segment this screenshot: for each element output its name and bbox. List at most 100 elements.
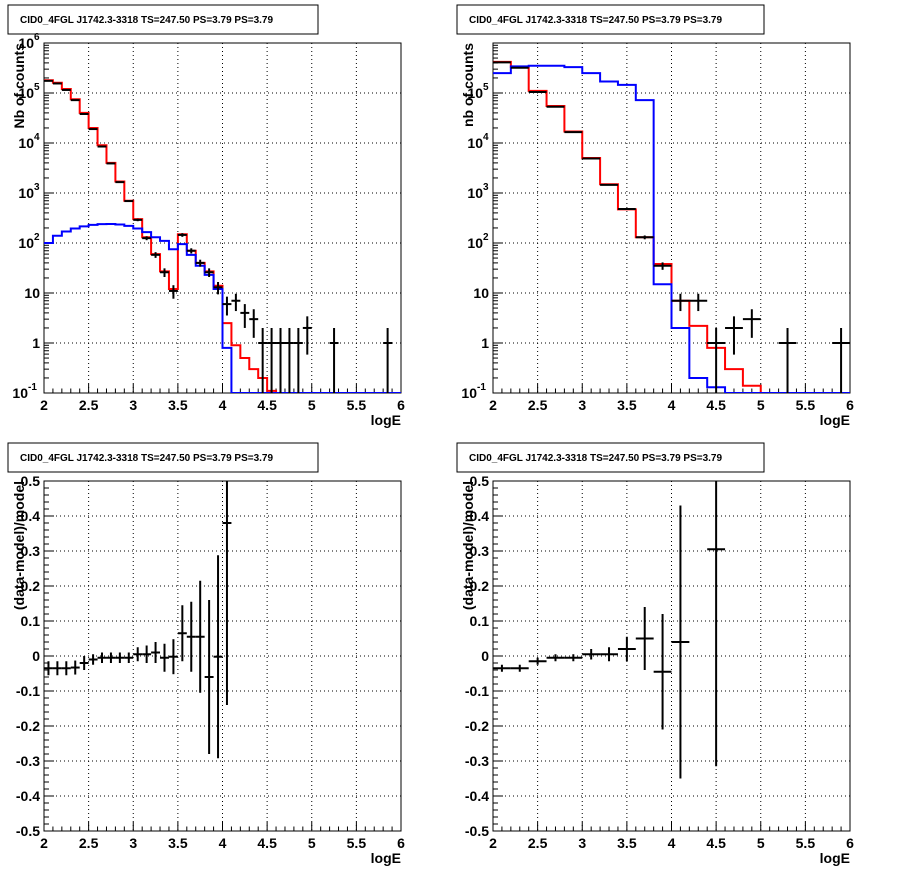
- data-point: [707, 327, 726, 393]
- residual-point: [671, 505, 690, 779]
- y-tick-label: 0.5: [21, 473, 41, 489]
- y-tick-label: -0.2: [465, 718, 489, 734]
- title-box: [7, 442, 319, 473]
- x-ticks: 2 2.5 3 3.5 4 4.5 5 5.5 6: [40, 822, 405, 851]
- residual-point: [168, 639, 178, 675]
- residual-point: [600, 647, 618, 662]
- plot-area: [44, 481, 232, 759]
- plot-area: [44, 79, 401, 393]
- data-point: [231, 293, 241, 312]
- residual-point: [124, 652, 134, 663]
- residual-point: [106, 652, 116, 663]
- data-point: [689, 293, 708, 312]
- y-tick-label: -0.1: [465, 683, 489, 699]
- y-tick-exponent: 3: [483, 182, 489, 193]
- x-tick-label: 5.5: [347, 397, 367, 413]
- residual-point: [617, 636, 636, 662]
- residual-point: [52, 661, 62, 676]
- y-tick-exponent: 3: [34, 182, 40, 193]
- x-tick-label: 3: [129, 397, 137, 413]
- y-tick-label: 0.1: [470, 613, 490, 629]
- y-tick-label: 10: [461, 385, 477, 401]
- x-tick-label: 5.5: [796, 835, 816, 851]
- y-axis-label: Nb of counts: [11, 43, 27, 129]
- y-tick-label: 0.3: [21, 543, 41, 559]
- x-tick-label: 3.5: [168, 397, 188, 413]
- x-tick-label: 2: [489, 835, 497, 851]
- data-point: [284, 327, 294, 393]
- x-ticks: 2 2.5 3 3.5 4 4.5 5 5.5 6: [489, 822, 854, 851]
- series-step-line: [493, 64, 850, 393]
- x-tick-label: 3.5: [168, 835, 188, 851]
- title-box: [7, 4, 319, 35]
- residual-point: [707, 481, 726, 767]
- y-tick-label: 1: [32, 335, 40, 351]
- data-point: [160, 268, 169, 277]
- x-tick-label: 3: [578, 397, 586, 413]
- grid-lines: [493, 481, 850, 831]
- x-tick-label: 2: [40, 835, 48, 851]
- y-tick-label: 0: [32, 648, 40, 664]
- data-point: [742, 309, 761, 338]
- x-tick-label: 4.5: [706, 397, 726, 413]
- data-point: [222, 296, 232, 316]
- x-tick-label: 6: [397, 835, 405, 851]
- residual-point: [61, 661, 71, 676]
- x-tick-label: 4.5: [706, 835, 726, 851]
- y-ticks: -0.5 -0.4 -0.3 -0.2 -0.1 0 0.1 0.2 0.3 0.4 0.5: [465, 473, 503, 839]
- data-point: [635, 235, 654, 240]
- x-axis-label: logE: [820, 412, 850, 428]
- data-point: [240, 304, 250, 328]
- data-point: [249, 309, 259, 338]
- y-tick-label: -0.2: [16, 718, 40, 734]
- y-tick-label: 0.4: [470, 508, 490, 524]
- x-tick-label: 3: [578, 835, 586, 851]
- x-ticks: 2 2.5 3 3.5 4 4.5 5 5.5 6: [40, 384, 405, 413]
- y-tick-label: 10: [467, 235, 483, 251]
- chart-title: CID0_4FGL J1742.3-3318 TS=247.50 PS=3.79…: [20, 453, 273, 464]
- x-tick-label: 2: [40, 397, 48, 413]
- data-point: [293, 327, 303, 393]
- x-axis-label: logE: [371, 850, 401, 866]
- residual-point: [510, 664, 529, 672]
- residual-point: [70, 660, 80, 675]
- x-tick-label: 4.5: [257, 397, 277, 413]
- y-tick-label: -0.1: [16, 683, 40, 699]
- chart-title: CID0_4FGL J1742.3-3318 TS=247.50 PS=3.79…: [469, 453, 722, 464]
- x-axis-label: logE: [371, 412, 401, 428]
- plot-area: [493, 60, 850, 393]
- residual-point: [97, 652, 107, 663]
- data-point: [832, 327, 850, 393]
- x-tick-label: 3.5: [617, 835, 637, 851]
- panel-top-left: CID0_4FGL J1742.3-3318 TS=247.50 PS=3.79…: [7, 4, 405, 428]
- data-point: [600, 183, 618, 186]
- y-tick-exponent: 6: [34, 32, 40, 43]
- x-tick-label: 5.5: [347, 835, 367, 851]
- y-tick-label: -0.4: [465, 788, 489, 804]
- residual-point: [115, 652, 125, 663]
- residual-point: [151, 642, 161, 663]
- data-point: [124, 200, 134, 203]
- y-tick-label: -0.4: [16, 788, 40, 804]
- y-tick-label: 10: [18, 35, 34, 51]
- x-tick-label: 2.5: [528, 397, 548, 413]
- y-axis-label: nb of counts: [460, 43, 476, 127]
- title-box: [456, 442, 765, 473]
- y-tick-label: 10: [12, 385, 28, 401]
- residual-point: [160, 643, 169, 672]
- data-point: [778, 327, 797, 393]
- data-point: [258, 327, 268, 393]
- y-tick-label: 1: [481, 335, 489, 351]
- residual-point: [653, 614, 672, 730]
- y-tick-label: -0.3: [465, 753, 489, 769]
- data-point: [617, 207, 636, 210]
- x-tick-label: 4: [219, 397, 227, 413]
- x-tick-label: 2.5: [79, 397, 99, 413]
- residual-point: [142, 645, 152, 663]
- data-point: [151, 252, 161, 258]
- x-axis-label: logE: [820, 850, 850, 866]
- series-step-line: [44, 222, 401, 393]
- residual-point: [133, 647, 143, 662]
- y-tick-label: 10: [467, 85, 483, 101]
